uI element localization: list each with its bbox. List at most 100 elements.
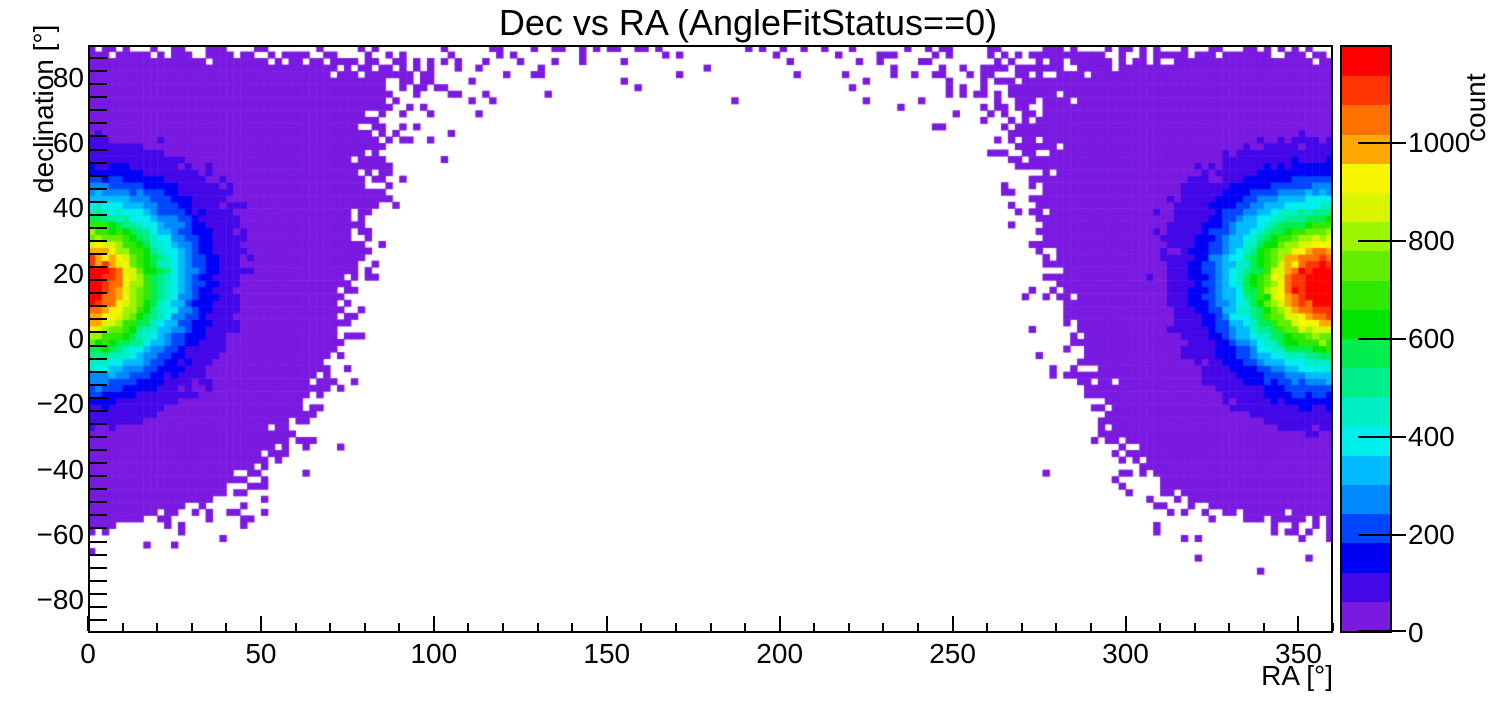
y-tick-label: 60 [52,127,84,158]
colorbar-tick-label: 600 [1408,323,1455,354]
y-tick-label: −40 [36,453,85,485]
histogram-heatmap [88,45,1333,633]
x-tick [536,623,539,631]
y-tick [90,331,107,334]
y-tick [90,200,107,203]
x-tick [605,616,608,631]
x-tick [1297,616,1300,631]
x-tick [744,623,747,631]
y-tick [90,266,107,269]
x-tick [121,623,124,631]
y-tick [90,279,107,282]
y-tick [90,344,107,347]
colorbar-band [1342,543,1390,573]
x-tick [294,623,297,631]
x-tick-label: 250 [929,638,976,669]
x-tick [951,616,954,631]
colorbar-band [1342,251,1390,281]
y-tick [90,240,107,242]
x-tick [156,623,159,631]
colorbar-band [1342,339,1390,369]
y-tick [90,540,107,543]
x-tick-label: 350 [1275,638,1322,669]
colorbar-tick [1358,240,1406,242]
x-tick [363,623,366,631]
colorbar-band [1342,163,1390,194]
y-tick [90,357,107,360]
y-tick [90,305,107,308]
y-tick [90,253,107,256]
x-tick-label: 150 [583,638,631,669]
y-tick-label: 80 [52,61,84,93]
y-axis-title: declination [°] [28,24,59,193]
y-tick [90,618,107,621]
y-tick [90,57,107,60]
colorbar-band [1342,485,1390,515]
x-tick [1020,623,1023,631]
y-tick [90,83,107,86]
y-tick [90,436,107,438]
y-tick [90,318,107,321]
x-tick [467,623,470,631]
y-tick [90,449,107,452]
colorbar [1340,45,1392,633]
colorbar-band [1342,105,1390,135]
y-tick [90,605,107,608]
x-tick [398,623,401,631]
y-tick [90,592,107,595]
colorbar-band [1342,222,1390,252]
x-tick [882,623,885,631]
colorbar-band [1342,601,1390,632]
y-tick-label: 0 [68,323,84,354]
x-tick [709,623,712,631]
colorbar-tick-label: 400 [1408,421,1455,452]
colorbar-tick-label: 200 [1408,519,1455,550]
y-tick [90,488,107,491]
y-tick [90,109,107,112]
y-tick [90,475,107,478]
colorbar-band [1342,368,1390,398]
y-tick [90,409,107,412]
colorbar-tick-label: 1000 [1408,127,1471,158]
y-tick-label: 20 [52,257,84,289]
colorbar-tick-label: 800 [1408,225,1455,256]
y-tick [90,383,107,386]
y-tick [90,226,107,229]
y-tick-label: 40 [52,192,84,224]
x-tick [1089,623,1092,631]
y-tick [90,135,107,138]
x-tick [1193,623,1196,631]
colorbar-tick-label: 0 [1408,617,1424,648]
colorbar-band [1342,426,1390,456]
x-tick [847,623,850,631]
x-tick [329,623,332,631]
y-tick-label: −80 [36,584,85,616]
x-tick [259,616,262,631]
colorbar-band [1342,134,1390,164]
colorbar-band [1342,514,1390,544]
colorbar-tick [1358,436,1406,438]
chart-title: Dec vs RA (AngleFitStatus==0) [498,2,998,43]
x-tick [432,616,435,631]
x-tick [225,623,228,631]
x-tick [1055,623,1058,631]
y-tick [90,148,107,151]
x-axis-title: RA [°] [1261,660,1333,691]
x-tick [1228,623,1231,631]
x-tick [1124,616,1127,631]
x-tick [986,623,989,631]
x-tick [778,616,781,631]
colorbar-band [1342,193,1390,223]
y-tick [90,553,107,556]
colorbar-tick [1358,534,1406,536]
y-tick [90,579,107,582]
y-tick [90,174,107,177]
colorbar-band [1342,572,1390,602]
y-tick [90,70,107,73]
x-tick [87,616,89,631]
y-tick [90,396,107,399]
colorbar-tick [1358,630,1406,632]
colorbar-band [1342,76,1390,106]
y-tick [90,187,107,190]
